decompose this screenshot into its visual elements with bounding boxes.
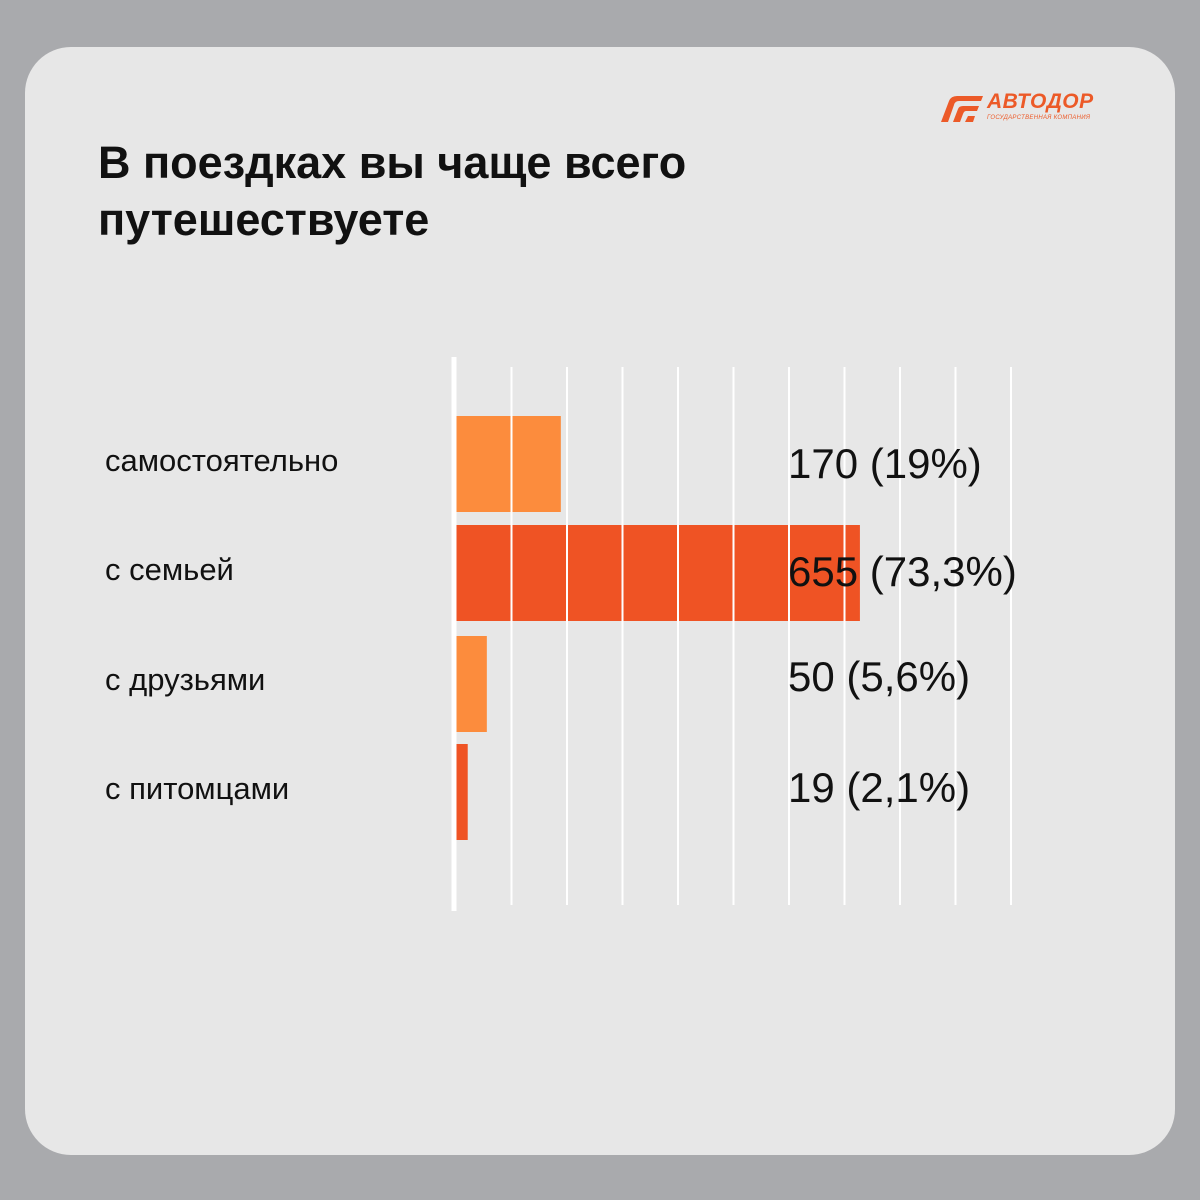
value-label-1: 655 (73,3%) [788,548,1017,595]
category-label-0: самостоятельно [105,443,339,478]
bar-3 [456,744,468,840]
category-label-3: с питомцами [105,771,290,806]
road-stripes-icon [941,96,983,122]
bar-0 [456,416,561,512]
title-line-1: В поездках вы чаще всего [98,137,687,188]
logo-name: АВТОДОР [987,90,1094,113]
category-label-1: с семьей [105,552,234,587]
bar-1 [456,525,860,621]
avtodor-logo: АВТОДОР государственная компания [937,90,1127,126]
value-label-3: 19 (2,1%) [788,764,971,811]
value-label-2: 50 (5,6%) [788,653,971,700]
title-line-2: путешествуете [98,194,430,245]
page-title: В поездках вы чаще всего путешествуете [98,134,898,248]
value-label-0: 170 (19%) [788,440,982,487]
logo-subtitle: государственная компания [987,115,1091,121]
category-label-2: с друзьями [105,662,266,697]
bar-2 [456,636,487,732]
